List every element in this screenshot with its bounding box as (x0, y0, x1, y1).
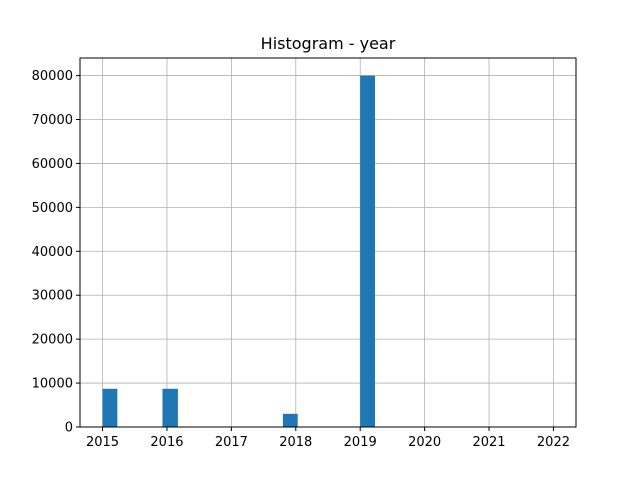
y-tick-label: 50000 (32, 201, 73, 216)
plot-frame (79, 57, 577, 428)
x-tick-label: 2015 (86, 435, 119, 450)
x-tick-label: 2021 (472, 435, 505, 450)
x-tick-label: 2016 (150, 435, 183, 450)
y-tick-label: 10000 (32, 377, 73, 392)
grid-layer (80, 58, 576, 428)
histogram-bar (102, 388, 118, 427)
bars-layer (102, 75, 376, 428)
y-tick-label: 30000 (32, 289, 73, 304)
histogram-bar (162, 388, 178, 427)
histogram-bar (282, 413, 298, 427)
y-tick-label: 60000 (32, 157, 73, 172)
histogram-bar (360, 75, 376, 428)
x-tick-label: 2022 (537, 435, 570, 450)
y-tick-label: 80000 (32, 69, 73, 84)
x-tick-label: 2020 (408, 435, 441, 450)
y-tick-label: 70000 (32, 113, 73, 128)
chart-title: Histogram - year (261, 34, 396, 53)
axes-layer: 2015 2016 2017 2018 2019 2020 2021 2022 0 10000 20… (32, 57, 577, 450)
y-tick-label: 0 (65, 421, 73, 436)
x-tick-label: 2018 (279, 435, 312, 450)
y-tick-label: 20000 (32, 333, 73, 348)
x-tick-label: 2017 (215, 435, 248, 450)
x-tick-label: 2019 (344, 435, 377, 450)
y-tick-label: 40000 (32, 245, 73, 260)
